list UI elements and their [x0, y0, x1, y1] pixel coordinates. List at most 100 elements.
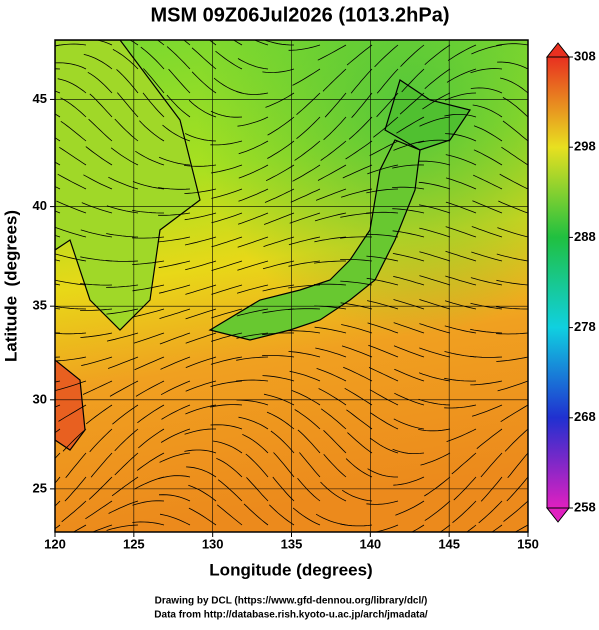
streamline [263, 40, 294, 46]
streamline [288, 330, 321, 334]
streamline [366, 255, 399, 262]
streamline [216, 457, 243, 478]
streamline [495, 332, 528, 335]
streamline [297, 478, 321, 502]
streamline [238, 416, 269, 430]
streamline [314, 212, 347, 222]
streamline [471, 226, 503, 238]
streamline [444, 325, 477, 334]
streamline [62, 428, 87, 452]
streamline [112, 49, 139, 70]
streamline [393, 276, 425, 286]
streamline [393, 299, 425, 310]
streamline [369, 140, 399, 157]
streamline [81, 356, 113, 366]
streamline [85, 146, 113, 166]
streamline [392, 253, 425, 262]
streamline [444, 114, 477, 118]
streamline [476, 428, 503, 450]
colorbar-tick-label: 258 [574, 499, 596, 514]
streamline [315, 188, 347, 201]
streamline [245, 453, 269, 478]
streamline [496, 253, 528, 262]
streamline [210, 110, 243, 118]
streamline [57, 173, 87, 190]
streamline [314, 260, 346, 264]
streamline [134, 356, 165, 371]
streamline [87, 71, 113, 94]
streamline [116, 69, 139, 94]
streamline [185, 284, 217, 295]
streamline [159, 284, 191, 294]
streamline [445, 177, 477, 190]
streamline [297, 429, 321, 454]
streamline [350, 68, 373, 94]
streamline [158, 260, 191, 269]
streamline [158, 187, 191, 190]
y-tick-label: 35 [33, 298, 47, 313]
streamline [344, 387, 373, 406]
streamline [55, 356, 87, 362]
streamline [470, 87, 503, 94]
streamline [418, 160, 451, 166]
streamline [267, 140, 295, 159]
streamline [323, 116, 347, 141]
streamline [158, 236, 191, 243]
streamline [503, 500, 528, 522]
streamline [55, 306, 87, 310]
streamline [394, 368, 425, 382]
streamline [500, 77, 528, 94]
streamline [237, 212, 269, 225]
streamline [340, 302, 373, 310]
streamline [253, 40, 269, 46]
streamline [470, 355, 503, 358]
streamline [83, 54, 113, 70]
streamline [424, 68, 451, 89]
streamline [242, 433, 269, 454]
streamline [160, 428, 191, 443]
streamline [473, 149, 503, 166]
streamline [367, 468, 398, 478]
streamline [496, 43, 528, 46]
streamline [345, 458, 373, 478]
streamline [262, 284, 295, 292]
credit: Drawing by DCL (https://www.gfd-dennou.o… [155, 596, 428, 607]
streamline [162, 124, 191, 142]
streamline [374, 44, 399, 68]
x-tick-label: 145 [438, 536, 460, 551]
y-tick-label: 45 [33, 91, 47, 106]
streamline [95, 40, 113, 46]
streamline [480, 452, 503, 478]
streamline [472, 104, 503, 118]
y-tick-label: 40 [33, 198, 47, 213]
streamline [166, 46, 191, 70]
streamline [470, 380, 503, 386]
streamline [106, 233, 139, 238]
streamline [166, 94, 191, 118]
streamline [264, 188, 295, 203]
streamline [88, 476, 113, 500]
streamline [185, 356, 217, 368]
streamline [320, 408, 347, 430]
streamline [236, 379, 269, 382]
streamline [366, 277, 399, 286]
streamline [471, 251, 503, 262]
streamline [216, 504, 243, 526]
streamline [80, 229, 113, 238]
streamline [60, 120, 87, 142]
streamline [185, 380, 217, 392]
streamline [210, 356, 243, 365]
streamline [451, 452, 477, 475]
streamline [184, 236, 217, 246]
streamline [396, 116, 425, 134]
streamline [159, 308, 191, 319]
streamline [106, 332, 139, 342]
streamline [393, 322, 425, 334]
streamline [419, 227, 451, 238]
streamline [211, 236, 243, 248]
streamline [82, 380, 113, 395]
streamline [452, 500, 477, 524]
streamline [237, 260, 269, 271]
streamline [238, 188, 269, 202]
